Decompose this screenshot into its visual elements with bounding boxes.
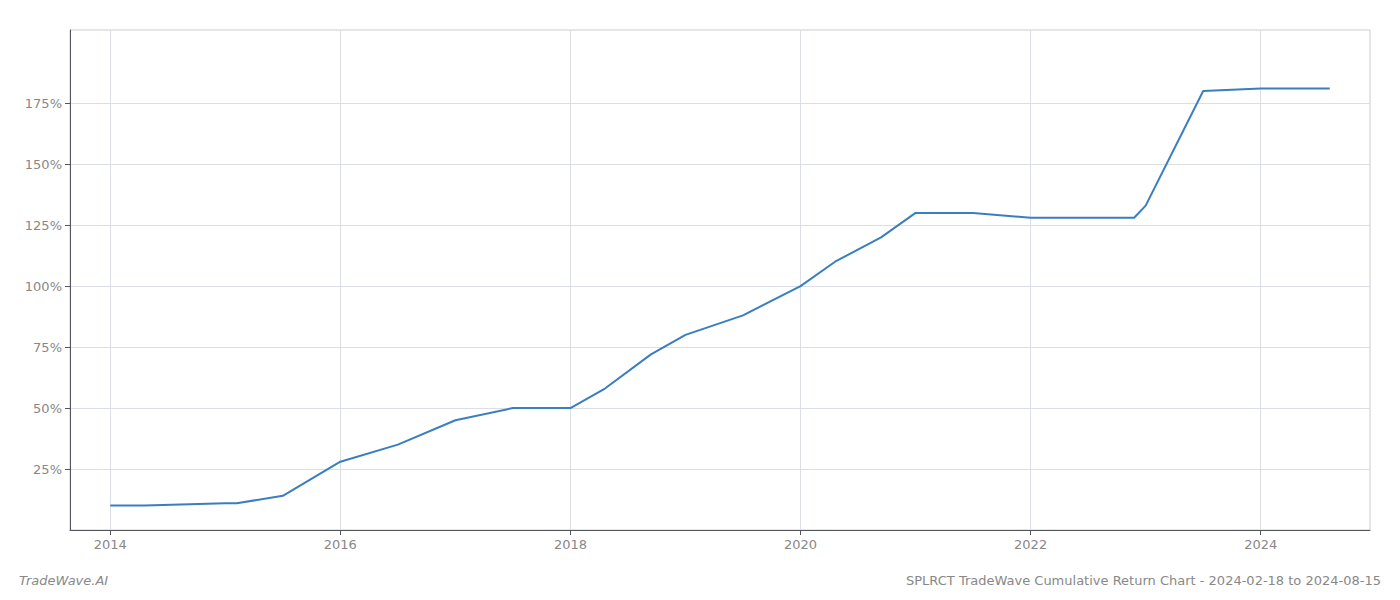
svg-text:150%: 150% <box>25 157 62 172</box>
svg-text:2014: 2014 <box>94 537 127 552</box>
svg-text:75%: 75% <box>33 340 62 355</box>
svg-text:100%: 100% <box>25 279 62 294</box>
svg-text:2016: 2016 <box>324 537 357 552</box>
svg-text:2018: 2018 <box>554 537 587 552</box>
svg-text:175%: 175% <box>25 96 62 111</box>
svg-text:2020: 2020 <box>784 537 817 552</box>
svg-text:25%: 25% <box>33 462 62 477</box>
svg-text:2024: 2024 <box>1244 537 1277 552</box>
svg-text:2022: 2022 <box>1014 537 1047 552</box>
svg-text:SPLRCT TradeWave Cumulative Re: SPLRCT TradeWave Cumulative Return Chart… <box>906 573 1381 588</box>
svg-text:50%: 50% <box>33 401 62 416</box>
svg-text:TradeWave.AI: TradeWave.AI <box>19 573 108 588</box>
svg-text:125%: 125% <box>25 218 62 233</box>
